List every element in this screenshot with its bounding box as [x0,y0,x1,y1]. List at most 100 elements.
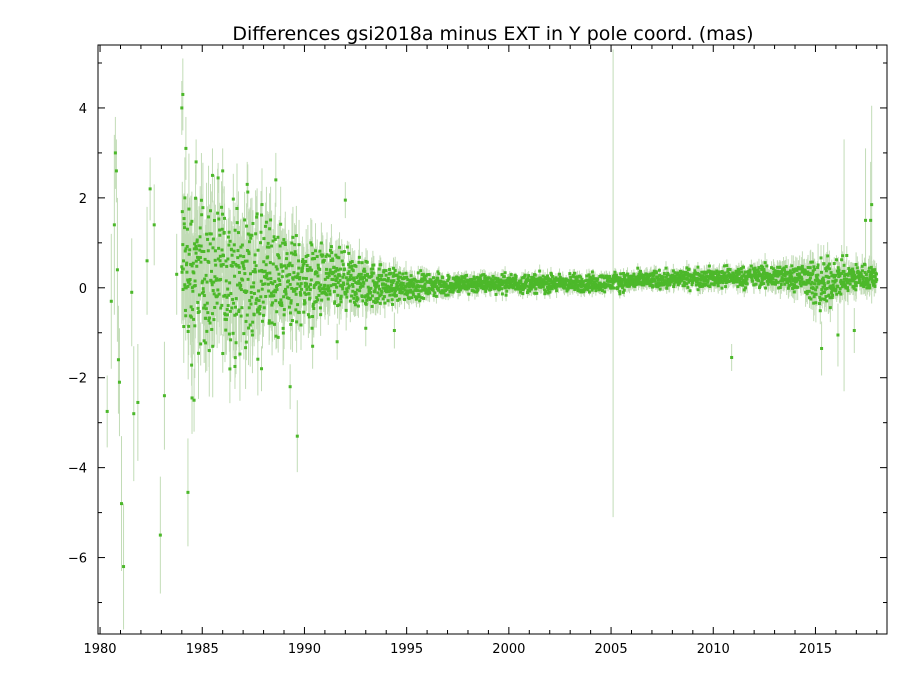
data-point [222,230,226,234]
data-point [200,213,204,217]
data-point [271,239,275,243]
data-point [405,291,409,295]
data-point [206,249,210,253]
data-point [386,276,390,280]
data-point [351,284,355,288]
data-point [252,292,256,296]
data-point [560,283,564,287]
data-point [472,277,476,281]
data-point [390,298,394,302]
data-point [193,242,197,246]
data-point [186,280,190,284]
data-point [694,283,698,287]
data-point [193,324,197,328]
data-point [319,241,323,245]
data-point [446,293,450,297]
data-point [271,262,275,266]
data-point [378,287,382,291]
data-point [198,235,202,239]
data-point [396,284,400,288]
data-point [309,283,313,287]
data-point [626,282,630,286]
data-point [349,277,353,281]
data-point [281,331,285,335]
data-point [274,290,278,294]
data-point [387,285,391,289]
data-point [664,275,668,279]
data-point [658,287,662,291]
data-point [260,213,264,217]
data-point [391,302,395,306]
data-point [237,310,241,314]
data-point [352,296,356,300]
data-point [265,274,269,278]
data-point [287,279,291,283]
data-point [288,273,292,277]
data-point [408,280,412,284]
data-point [238,352,242,356]
data-point [224,259,228,263]
data-point [284,266,288,270]
data-point [258,307,262,311]
data-point [673,271,677,275]
data-point [397,279,401,283]
data-point [298,290,302,294]
data-point [301,266,305,270]
data-point [300,287,304,291]
data-point [341,281,345,285]
data-point [239,314,243,318]
data-point [613,270,617,274]
data-point [324,287,328,291]
data-point [400,287,404,291]
data-point [180,210,184,214]
data-point [249,291,253,295]
data-point [267,289,271,293]
data-point [476,287,480,291]
data-point [313,249,317,253]
data-point [417,295,421,299]
data-point [290,264,294,268]
data-point [612,286,616,290]
data-point [657,283,661,287]
data-point [541,274,545,278]
data-point [352,278,356,282]
data-point [328,289,332,293]
data-point [365,298,369,302]
data-point [372,299,376,303]
data-point [321,253,325,257]
data-point [213,275,217,279]
data-point [209,232,213,236]
data-point [397,275,401,279]
data-point [298,276,302,280]
data-point [305,287,309,291]
data-point [233,274,237,278]
data-point [658,273,662,277]
data-point [253,270,257,274]
data-point [274,334,278,338]
data-point [678,281,682,285]
data-point [339,300,343,304]
data-point [434,294,438,298]
data-point [281,269,285,273]
data-point [589,281,593,285]
data-point [503,271,507,275]
data-point [458,288,462,292]
data-point [238,254,242,258]
data-point [248,240,252,244]
data-point [660,278,664,282]
data-point [306,268,310,272]
data-point [511,276,515,280]
data-point [456,279,460,283]
data-point [328,248,332,252]
data-point [200,281,204,285]
data-point [676,271,680,275]
data-point [304,255,308,259]
data-point [619,272,623,276]
data-point [386,279,390,283]
data-point [316,274,320,278]
data-point [261,319,265,323]
data-point [219,306,223,310]
data-point [242,255,246,259]
data-point [565,289,569,293]
data-point [656,281,660,285]
